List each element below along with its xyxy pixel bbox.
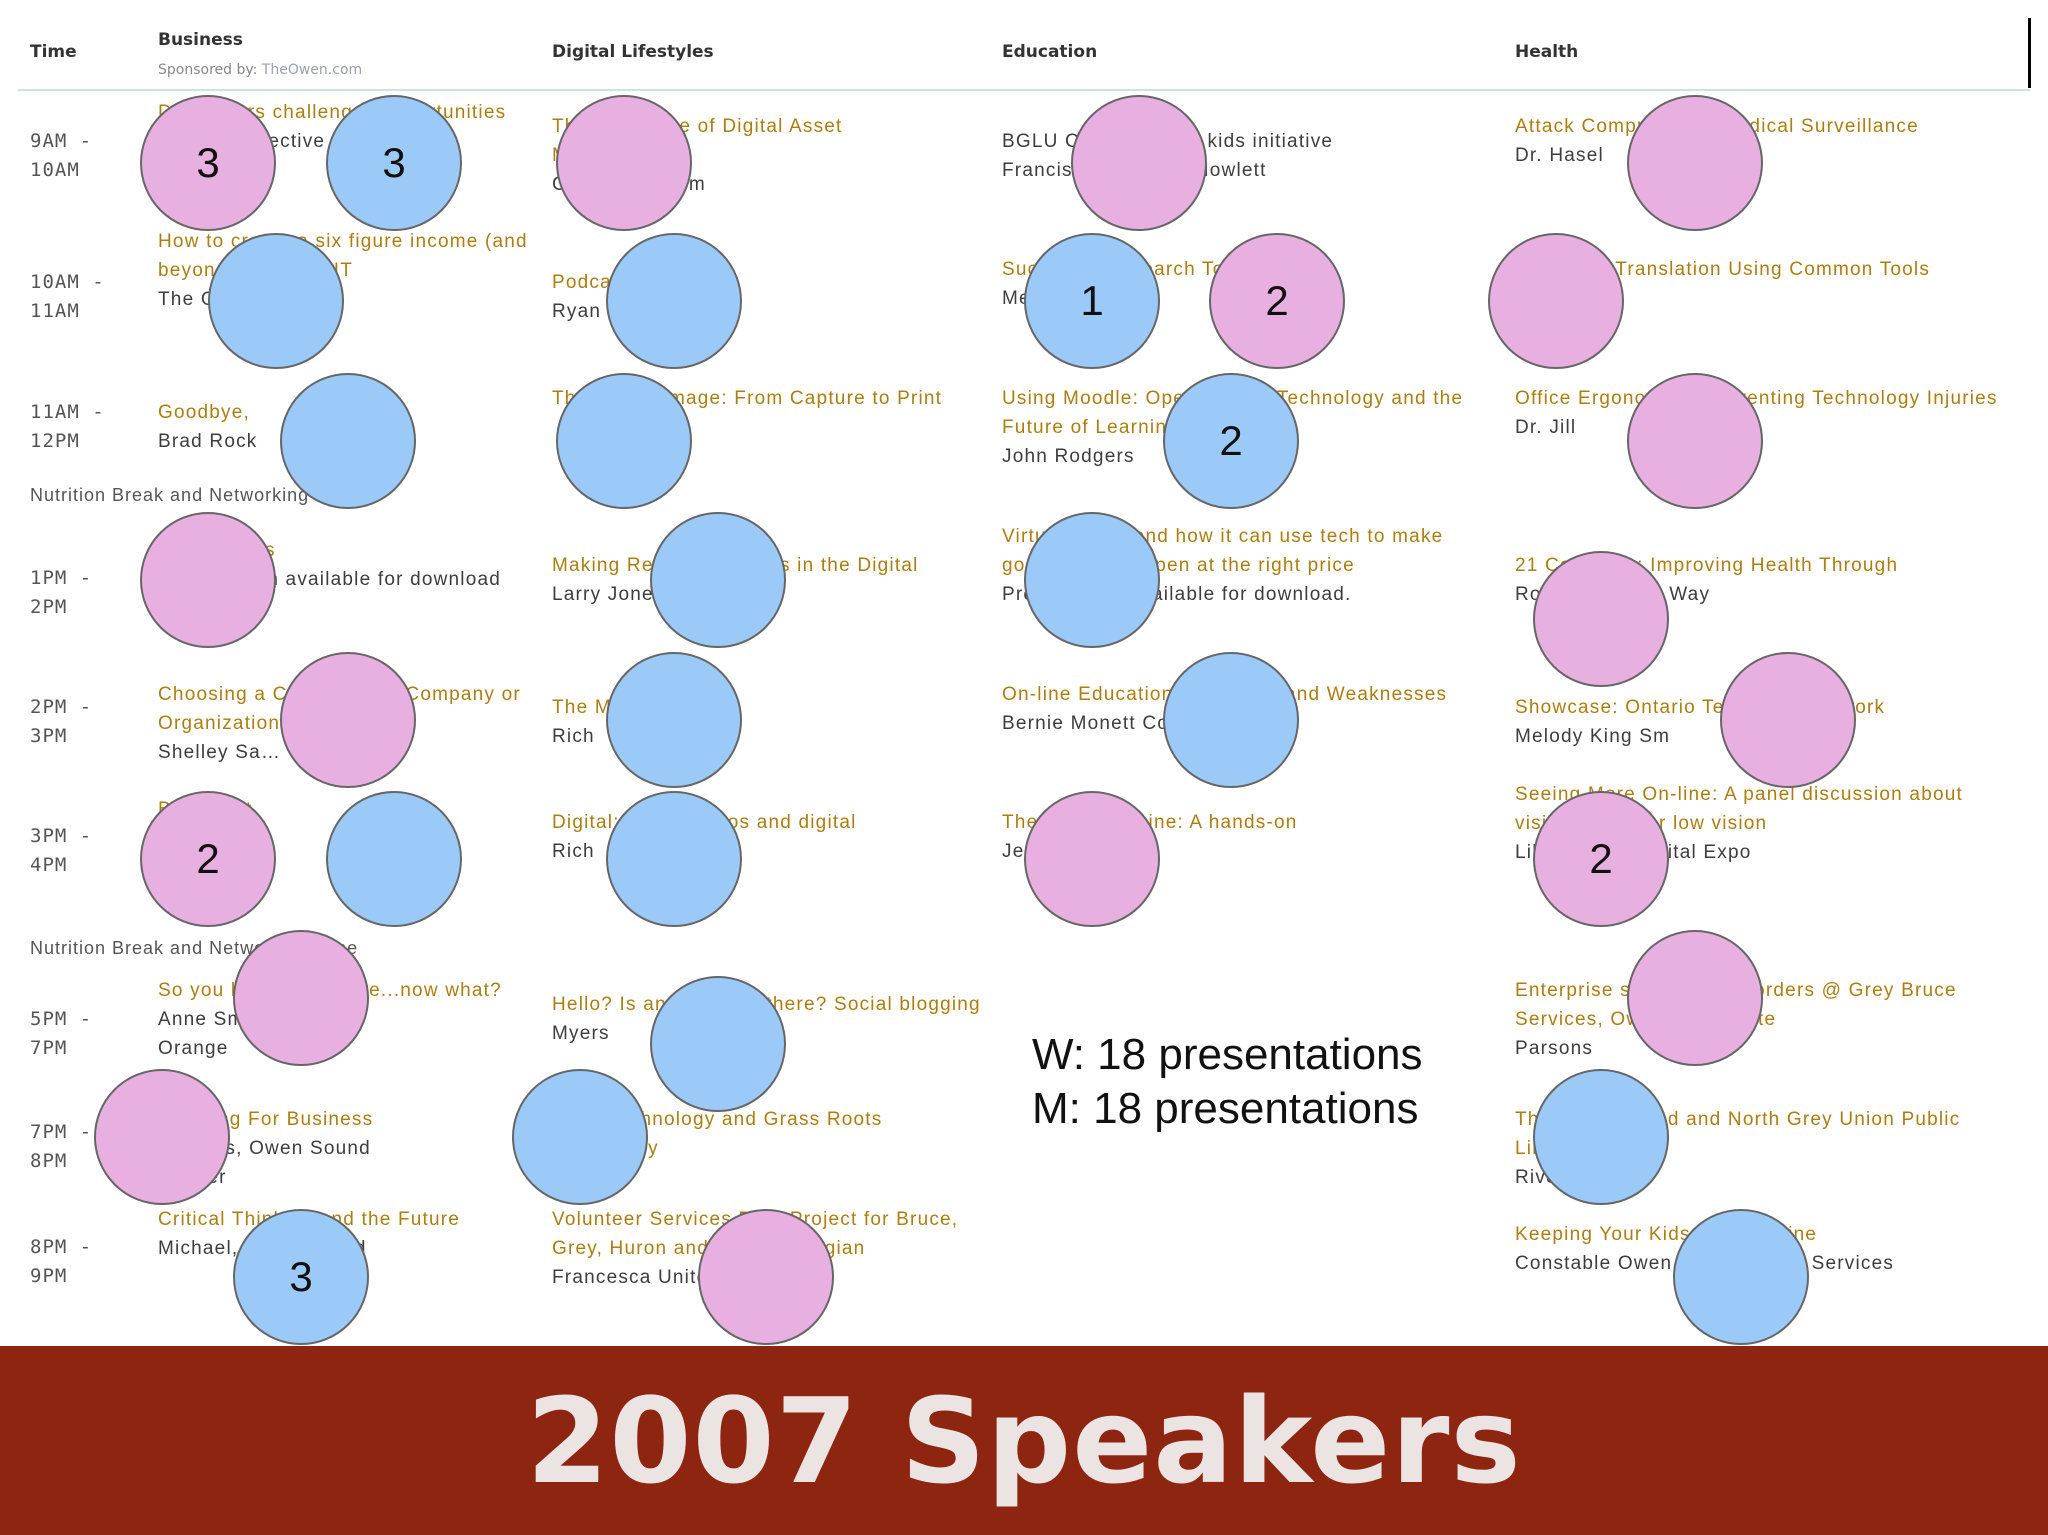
- time-slot: 2PM - 3PM: [30, 696, 93, 747]
- male-speaker-marker: [650, 512, 786, 648]
- session-speaker: John Rodgers: [1002, 446, 1135, 467]
- session-speaker: Myers: [552, 1023, 610, 1044]
- male-speaker-marker: [650, 976, 786, 1112]
- session-speaker: Brad Rock: [158, 431, 258, 452]
- sponsored-label: Sponsored by:: [158, 62, 258, 78]
- male-speaker-marker: [606, 791, 742, 927]
- male-speaker-marker: [208, 233, 344, 369]
- header-health: Health: [1515, 42, 1579, 62]
- female-speaker-marker: [1024, 791, 1160, 927]
- session-cell[interactable]: Office Ergonomics: Preventing Technology…: [1515, 384, 2015, 442]
- time-slot: 5PM - 7PM: [30, 1008, 93, 1059]
- female-speaker-marker: [1533, 551, 1669, 687]
- time-slot: 11AM - 12PM: [30, 401, 105, 452]
- time-slot: 1PM - 2PM: [30, 567, 93, 618]
- female-speaker-marker: 2: [1209, 233, 1345, 369]
- session-title[interactable]: Goodbye,: [158, 402, 250, 423]
- male-speaker-marker: 2: [1163, 373, 1299, 509]
- female-speaker-marker: [1627, 373, 1763, 509]
- time-slot: 3PM - 4PM: [30, 825, 93, 876]
- session-speaker: Ryan: [552, 301, 602, 322]
- session-cell[interactable]: Attack Computerized Medical Surveillance…: [1515, 112, 2015, 170]
- male-speaker-marker: [1533, 1069, 1669, 1205]
- male-speaker-marker: [1024, 512, 1160, 648]
- time-slot: 10AM - 11AM: [30, 271, 105, 322]
- time-slot: 9AM - 10AM: [30, 130, 93, 181]
- male-speaker-marker: [326, 791, 462, 927]
- male-speaker-marker: 3: [233, 1209, 369, 1345]
- title-banner: 2007 Speakers: [0, 1346, 2048, 1535]
- session-speaker: Parsons: [1515, 1038, 1594, 1059]
- presentation-totals: W: 18 presentations M: 18 presentations: [1032, 1028, 1423, 1136]
- header-business: Business: [158, 30, 243, 50]
- female-speaker-marker: [1627, 930, 1763, 1066]
- session-title[interactable]: Attack Computerized Medical Surveillance: [1515, 116, 1919, 137]
- male-speaker-marker: [556, 373, 692, 509]
- session-cell[interactable]: Enterprise scheduling to orders @ Grey B…: [1515, 976, 2015, 1063]
- female-speaker-marker: 2: [1533, 791, 1669, 927]
- window-edge-bar: [2028, 18, 2031, 88]
- male-speaker-marker: [1163, 652, 1299, 788]
- female-speaker-marker: [1071, 95, 1207, 231]
- header-education: Education: [1002, 42, 1098, 62]
- female-speaker-marker: [94, 1069, 230, 1205]
- male-speaker-marker: [512, 1069, 648, 1205]
- male-speaker-marker: 3: [326, 95, 462, 231]
- male-speaker-marker: 1: [1024, 233, 1160, 369]
- female-speaker-marker: 2: [140, 791, 276, 927]
- female-speaker-marker: [1720, 652, 1856, 788]
- session-speaker: Melody King Sm: [1515, 726, 1671, 747]
- slide-title: 2007 Speakers: [526, 1371, 1522, 1510]
- sponsor-link[interactable]: TheOwen.com: [261, 62, 363, 78]
- time-slot: 8PM - 9PM: [30, 1236, 93, 1287]
- sponsor-line: Sponsored by: TheOwen.com: [158, 62, 362, 78]
- time-slot: 7PM - 8PM: [30, 1121, 93, 1172]
- female-speaker-marker: [233, 930, 369, 1066]
- header-digital-lifestyles: Digital Lifestyles: [552, 42, 714, 62]
- female-speaker-marker: [140, 512, 276, 648]
- female-speaker-marker: [280, 652, 416, 788]
- female-speaker-marker: [1627, 95, 1763, 231]
- male-speaker-marker: [606, 652, 742, 788]
- session-speaker: Je: [1002, 841, 1025, 862]
- session-title[interactable]: Office Ergonomics: Preventing Technology…: [1515, 388, 1998, 409]
- men-count: M: 18 presentations: [1032, 1084, 1419, 1133]
- male-speaker-marker: [606, 233, 742, 369]
- session-speaker: Rich: [552, 726, 595, 747]
- female-speaker-marker: 3: [140, 95, 276, 231]
- women-count: W: 18 presentations: [1032, 1030, 1423, 1079]
- session-speaker: Larry Jones: [552, 584, 665, 605]
- session-speaker: Shelley Sa… Tice: [158, 742, 328, 763]
- header-time: Time: [30, 42, 77, 62]
- male-speaker-marker: [1673, 1209, 1809, 1345]
- session-speaker: Dr. Jill: [1515, 417, 1577, 438]
- session-title[interactable]: Enterprise scheduling to orders @ Grey B…: [1515, 980, 1957, 1030]
- session-cell[interactable]: Goodbye, Brad Rock: [158, 398, 528, 456]
- session-speaker: Bernie Monett College: [1002, 713, 1216, 734]
- male-speaker-marker: [280, 373, 416, 509]
- session-speaker: Rich: [552, 841, 595, 862]
- break-row: Nutrition Break and Networking Time: [30, 485, 359, 505]
- header-divider: [18, 89, 2030, 91]
- female-speaker-marker: [698, 1209, 834, 1345]
- female-speaker-marker: [556, 95, 692, 231]
- session-speaker: Dr. Hasel: [1515, 145, 1604, 166]
- female-speaker-marker: [1488, 233, 1624, 369]
